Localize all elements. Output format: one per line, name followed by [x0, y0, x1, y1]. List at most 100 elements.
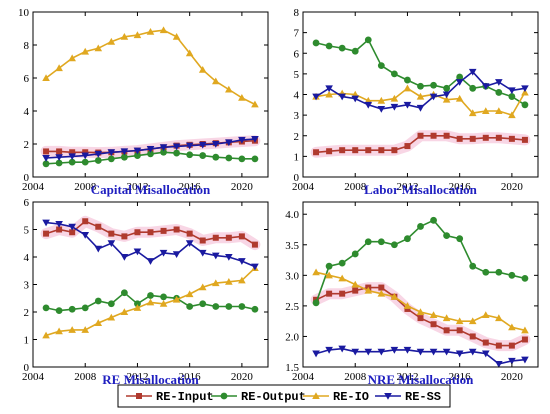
data-point	[212, 153, 220, 161]
panel-labor-misallocation: 0 1 2 3 4 5 6 7 8 2004 2008 2012 2016 2020 Labor Misal…	[292, 7, 539, 197]
data-point	[159, 144, 168, 152]
data-point	[384, 393, 392, 400]
y-tick-label: 3.5	[285, 240, 299, 252]
data-point	[521, 85, 529, 93]
x-tick-label: 2012	[126, 371, 148, 383]
data-point	[364, 101, 373, 109]
data-point	[225, 154, 233, 162]
data-point	[81, 232, 90, 239]
data-point	[508, 357, 516, 365]
panel-nre-misallocation: 1.5 2.0 2.5 3.0 3.5 4.0 2004 2008 2012 2016 2020 NR…	[285, 201, 539, 387]
legend-box	[117, 384, 451, 408]
data-point	[42, 219, 50, 227]
data-point	[173, 149, 181, 157]
data-point	[185, 142, 194, 150]
data-point	[94, 157, 102, 164]
data-point	[198, 65, 207, 73]
data-point	[238, 155, 246, 163]
legend-item-re-ss: RE-SS	[375, 390, 441, 404]
y-tick-label: 4	[294, 90, 300, 102]
data-point	[160, 293, 167, 301]
data-point	[147, 229, 154, 236]
data-point	[468, 109, 477, 117]
x-tick-label: 2012	[126, 181, 148, 193]
data-point	[351, 348, 360, 356]
data-point	[469, 135, 476, 142]
data-point	[456, 235, 464, 243]
data-point	[81, 304, 89, 312]
data-point	[42, 155, 50, 162]
data-point	[251, 136, 259, 143]
x-tick-label: 2016	[449, 181, 472, 193]
data-point	[147, 150, 154, 158]
data-point	[377, 238, 385, 246]
data-point	[455, 79, 464, 86]
data-point	[521, 101, 529, 109]
data-point	[312, 392, 320, 399]
x-tick-label: 2008	[344, 181, 367, 193]
data-point	[121, 233, 128, 240]
data-point	[251, 241, 258, 248]
data-point	[338, 44, 346, 52]
data-point	[160, 227, 167, 234]
data-point	[442, 95, 451, 103]
data-point	[43, 148, 50, 155]
y-tick-label: 2	[294, 131, 300, 143]
data-point	[495, 268, 503, 276]
data-point	[134, 300, 141, 308]
legend-label: RE-Input	[156, 390, 214, 404]
data-point	[468, 317, 477, 325]
data-point	[43, 230, 50, 237]
data-point	[469, 84, 477, 92]
data-point	[521, 136, 528, 143]
axes-frame	[32, 11, 269, 178]
x-tick-label: 2008	[74, 181, 97, 193]
data-point	[404, 76, 411, 84]
x-tick-label: 2004	[292, 181, 315, 193]
data-point	[443, 232, 451, 240]
x-tick-label: 2004	[292, 371, 315, 383]
data-point	[416, 348, 425, 356]
data-point	[404, 305, 411, 312]
data-point	[442, 91, 451, 99]
data-point	[238, 233, 245, 240]
y-tick-label: 1	[294, 151, 300, 163]
data-point	[495, 79, 503, 86]
series-re-output	[42, 289, 259, 315]
data-point	[481, 350, 490, 358]
data-point	[351, 95, 360, 103]
legend-item-re-io: RE-IO	[303, 390, 369, 404]
data-point	[225, 85, 233, 93]
data-point	[364, 238, 372, 246]
data-point	[404, 235, 411, 243]
data-point	[211, 252, 220, 260]
data-point	[390, 241, 398, 249]
data-point	[55, 64, 63, 72]
data-point	[172, 295, 181, 303]
data-point	[482, 268, 490, 276]
data-point	[521, 356, 529, 364]
legend-item-re-input: RE-Input	[126, 390, 214, 404]
data-point	[469, 262, 477, 270]
data-point	[378, 284, 385, 291]
panel-title: RE Misallocation	[102, 372, 199, 387]
series-re-output	[312, 216, 529, 307]
data-point	[481, 311, 490, 319]
data-point	[508, 87, 516, 95]
data-point	[146, 298, 155, 306]
data-point	[108, 230, 115, 237]
data-point	[211, 141, 220, 148]
data-point	[338, 93, 346, 101]
data-point	[429, 311, 438, 319]
data-point	[211, 77, 220, 85]
data-point	[212, 234, 219, 241]
data-point	[443, 132, 450, 139]
data-point	[225, 234, 232, 241]
data-point	[430, 81, 437, 89]
data-point	[404, 143, 411, 150]
data-point	[94, 150, 103, 158]
data-point	[364, 36, 372, 44]
data-point	[417, 315, 424, 322]
data-point	[378, 147, 385, 154]
